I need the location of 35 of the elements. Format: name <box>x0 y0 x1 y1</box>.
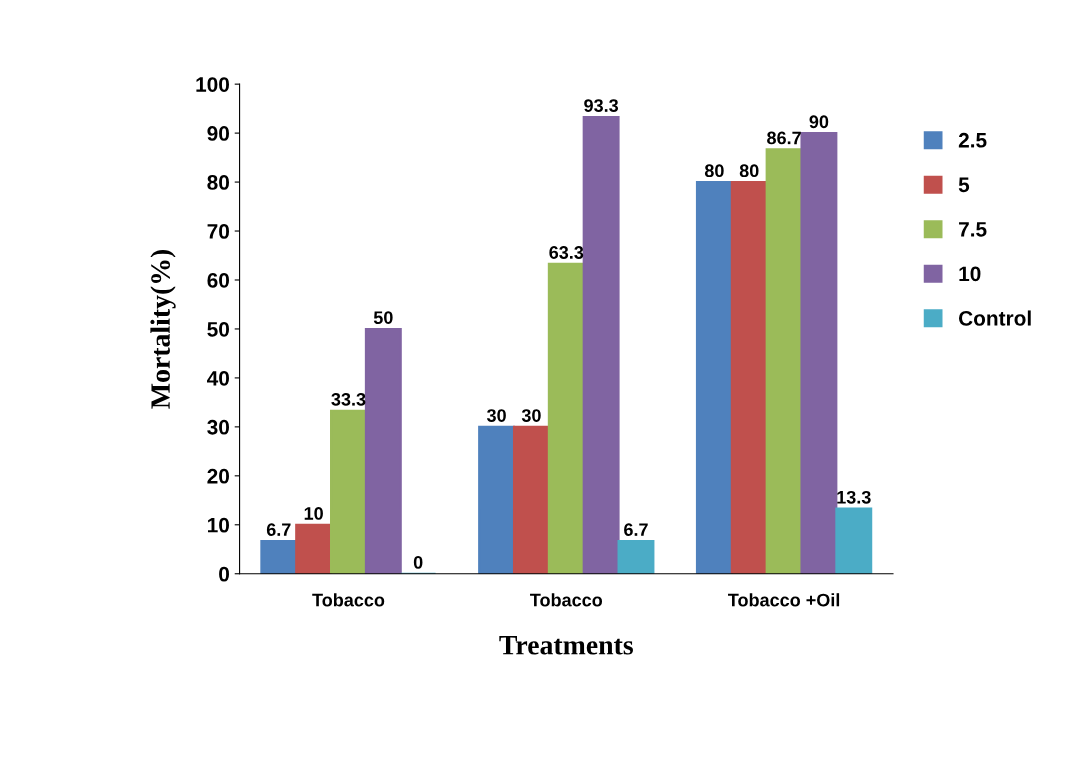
data-label: 50 <box>373 311 393 324</box>
data-label: 80 <box>739 164 759 178</box>
data-label: 80 <box>704 164 724 178</box>
y-tick-label: 20 <box>207 468 230 484</box>
y-tick-label: 70 <box>207 224 230 239</box>
x-tick-label: Tobacco <box>312 593 385 607</box>
y-tick-label: 10 <box>208 517 230 533</box>
data-label: 63.3 <box>549 246 584 259</box>
legend-label: 7.5 <box>959 222 987 237</box>
y-tick-label: 80 <box>207 175 230 190</box>
x-axis-title: Treatments <box>499 636 633 655</box>
x-tick-label: Tobacco <box>530 593 603 607</box>
data-label: 6.7 <box>266 523 291 536</box>
data-label: 90 <box>809 115 829 129</box>
y-tick-label: 90 <box>207 126 230 141</box>
legend-label: 5 <box>958 177 970 193</box>
y-tick-label: 100 <box>196 77 230 92</box>
legend-label: Control <box>958 310 1031 326</box>
y-tick-label: 50 <box>207 321 230 337</box>
data-label: 13.3 <box>837 490 871 504</box>
legend-label: 10 <box>959 266 981 282</box>
y-tick-label: 40 <box>207 370 230 386</box>
data-label: 86.7 <box>767 131 801 145</box>
x-tick-label: Tobacco +Oil <box>728 593 840 607</box>
y-tick-label: 60 <box>207 272 230 288</box>
legend-label: 2.5 <box>958 132 987 148</box>
data-label: 93.3 <box>584 99 619 113</box>
data-label: 30 <box>486 409 506 422</box>
data-label: 10 <box>304 507 323 520</box>
data-label: 6.7 <box>624 523 648 536</box>
y-axis-title: Mortality(%) <box>150 249 176 409</box>
y-tick-label: 30 <box>207 419 230 435</box>
data-label: 0 <box>413 556 423 569</box>
y-tick-label: 0 <box>219 566 229 582</box>
data-label: 30 <box>521 409 541 422</box>
